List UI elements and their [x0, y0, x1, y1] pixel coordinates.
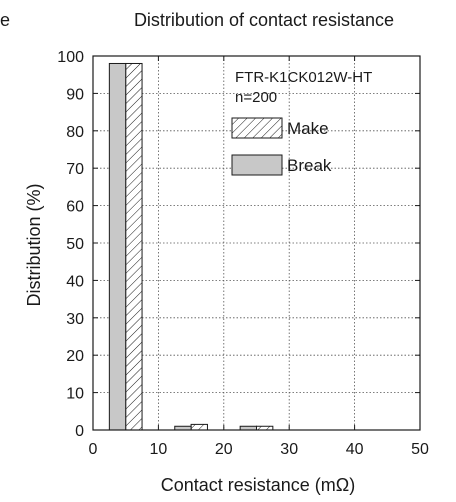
y-tick-label: 80: [66, 124, 84, 141]
y-tick-label: 50: [66, 236, 84, 253]
tick-label-layer: 0 10 20 30 40 50 60 70 80 90 100 0 10 20 30 40 50: [57, 49, 429, 458]
y-axis-label: Distribution (%): [24, 183, 44, 306]
x-tick-label: 30: [280, 441, 298, 458]
annotation-sample-count: n=200: [235, 89, 277, 106]
x-tick-label: 20: [215, 441, 233, 458]
plot-frame: [92, 55, 421, 431]
annotation-model-text: FTR-K1CK012W-HT: [235, 69, 372, 86]
legend-label-make: Make: [287, 119, 329, 138]
y-tick-label: 0: [75, 423, 84, 440]
x-tick-label: 50: [411, 441, 429, 458]
bars-layer: [108, 62, 274, 431]
x-tick-label: 0: [89, 441, 98, 458]
y-tick-label: 70: [66, 161, 84, 178]
bar-make-1: [190, 423, 208, 431]
legend-swatch-make: [231, 117, 283, 139]
y-tick-label: 10: [66, 386, 84, 403]
y-tick-label: 30: [66, 311, 84, 328]
legend-swatch-break: [231, 154, 283, 176]
y-tick-label: 100: [57, 49, 84, 66]
y-tick-label: 40: [66, 273, 84, 290]
corner-fragment-text: e: [0, 10, 10, 30]
chart-title: Distribution of contact resistance: [134, 10, 394, 30]
legend: Make Break: [231, 117, 332, 176]
bar-make-0: [125, 62, 143, 431]
x-tick-label: 10: [150, 441, 168, 458]
y-tick-label: 90: [66, 86, 84, 103]
y-tick-label: 20: [66, 348, 84, 365]
y-tick-label: 60: [66, 199, 84, 216]
legend-label-break: Break: [287, 156, 332, 175]
x-axis-label: Contact resistance (mΩ): [161, 475, 356, 495]
x-tick-label: 40: [346, 441, 364, 458]
bar-break-0: [108, 62, 127, 431]
